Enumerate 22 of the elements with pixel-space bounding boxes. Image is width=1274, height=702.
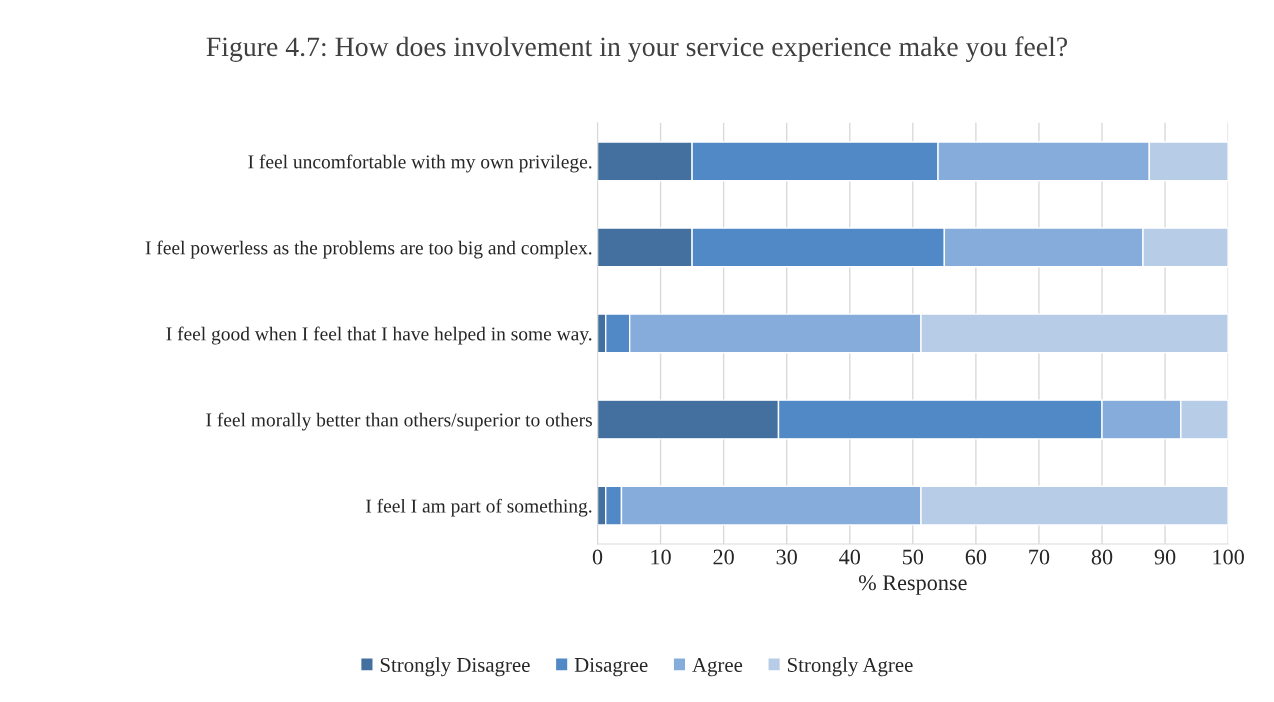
chart-title: Figure 4.7: How does involvement in your service experience make you feel? xyxy=(206,36,1068,62)
y-tick-label: I feel morally better than others/superior to others xyxy=(206,412,592,431)
x-tick-label: 80 xyxy=(1091,549,1113,565)
x-tick-label: 40 xyxy=(839,549,861,565)
x-tick-label: 20 xyxy=(713,549,734,565)
y-tick-label: I feel powerless as the problems are too big and complex. xyxy=(145,240,592,259)
x-axis-title: % Response xyxy=(858,575,967,595)
legend-label: Strongly Agree xyxy=(788,657,913,677)
x-tick-label: 10 xyxy=(651,549,671,565)
legend-label: Agree xyxy=(692,657,743,677)
y-tick-label: I feel I am part of something. xyxy=(366,498,592,517)
x-tick-label: 0 xyxy=(592,549,603,565)
x-tick-label: 50 xyxy=(903,549,924,565)
legend-label: Disagree xyxy=(574,657,648,677)
legend-label: Strongly Disagree xyxy=(380,657,530,677)
x-tick-label: 90 xyxy=(1154,549,1176,565)
x-tick-label: 100 xyxy=(1213,549,1244,565)
y-tick-label: I feel uncomfortable with my own privilege. xyxy=(248,154,592,173)
x-tick-label: 70 xyxy=(1029,549,1050,565)
x-tick-label: 30 xyxy=(776,549,797,565)
x-tick-label: 60 xyxy=(965,549,987,565)
y-tick-label: I feel good when I feel that I have helped in some way. xyxy=(166,326,592,345)
